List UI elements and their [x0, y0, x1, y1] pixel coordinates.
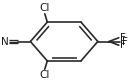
- Text: F: F: [120, 33, 126, 43]
- Text: Cl: Cl: [40, 70, 50, 80]
- Text: Cl: Cl: [40, 3, 50, 13]
- Text: F: F: [122, 37, 127, 46]
- Text: N: N: [1, 37, 9, 46]
- Text: F: F: [120, 40, 126, 50]
